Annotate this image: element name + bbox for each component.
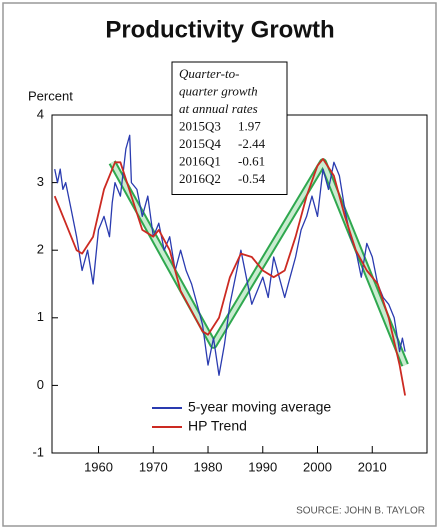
x-tick-label: 2010 [358, 459, 387, 474]
x-tick-label: 1970 [139, 459, 168, 474]
y-axis-label: Percent [28, 88, 73, 103]
frame [2, 2, 437, 527]
annotation-label: 2015Q3 [179, 118, 221, 133]
chart-title: Productivity Growth [105, 16, 334, 43]
annotation-title: Quarter-to- [179, 66, 239, 81]
annotation-value: -2.44 [238, 136, 266, 151]
annotation-label: 2016Q2 [179, 171, 221, 186]
annotation-value: 1.97 [238, 118, 261, 133]
y-tick-label: 4 [37, 106, 44, 121]
x-tick-label: 1990 [248, 459, 277, 474]
source: SOURCE: JOHN B. TAYLOR [296, 506, 425, 517]
y-tick-label: 0 [37, 377, 44, 392]
y-tick-label: -1 [32, 444, 44, 459]
legend-label: HP Trend [188, 418, 247, 434]
y-tick-label: 1 [37, 309, 44, 324]
y-tick-label: 2 [37, 242, 44, 257]
series-line [53, 158, 406, 396]
legend-label: 5-year moving average [188, 399, 331, 415]
x-tick-label: 2000 [303, 459, 332, 474]
annotation-value: -0.61 [238, 153, 265, 168]
annotation-label: 2016Q1 [179, 153, 221, 168]
y-tick-label: 3 [37, 174, 44, 189]
annotation-title: quarter growth [179, 83, 258, 98]
annotation-box [171, 61, 288, 195]
annotation-value: -0.54 [238, 171, 266, 186]
x-tick-label: 1960 [84, 459, 113, 474]
annotation-title: at annual rates [179, 101, 258, 116]
annotation-label: 2015Q4 [179, 136, 221, 151]
x-tick-label: 1980 [194, 459, 223, 474]
